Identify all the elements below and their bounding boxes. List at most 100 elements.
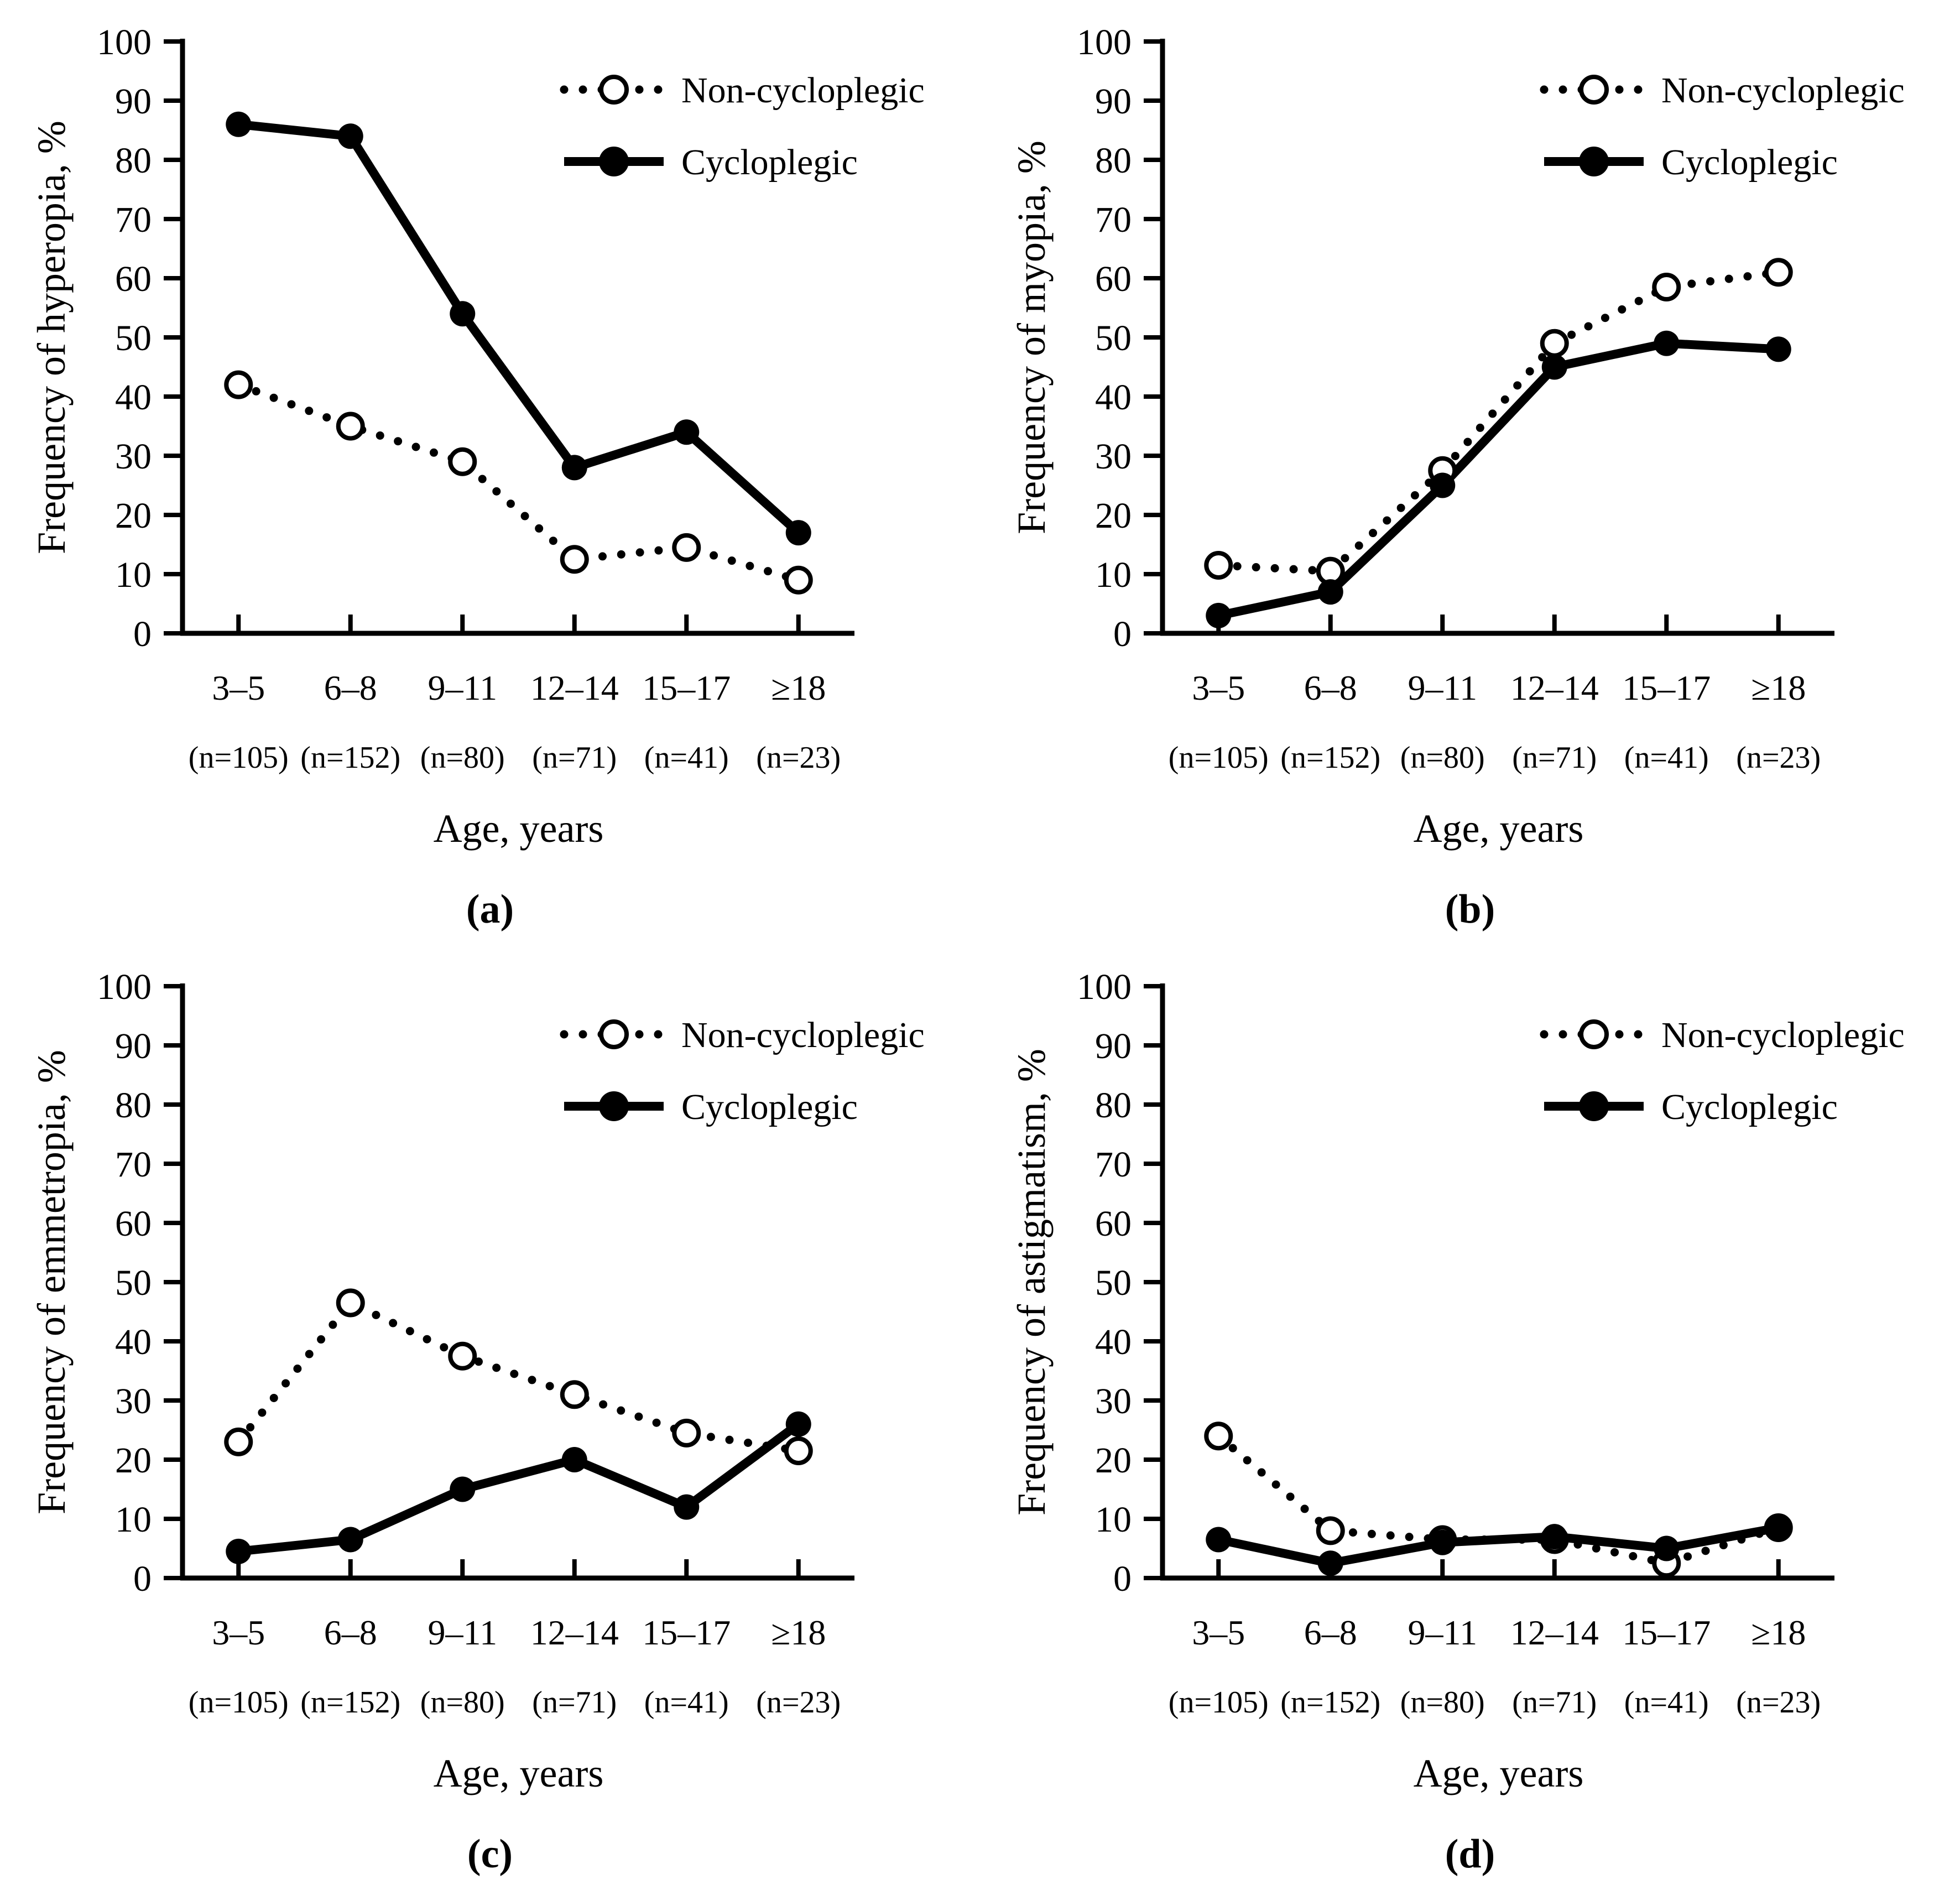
y-tick-label: 40 (115, 1322, 152, 1362)
y-tick-label: 60 (1095, 259, 1132, 299)
data-point-non-cycloplegic (448, 1341, 477, 1371)
legend-entry-non-cycloplegic: Non-cycloplegic (560, 70, 925, 111)
sample-size-label: (n=71) (532, 1685, 617, 1720)
data-point-cycloplegic (1765, 1515, 1791, 1541)
x-tick-label: 15–17 (642, 668, 731, 707)
sample-size-label: (n=71) (1512, 741, 1597, 775)
y-tick-label: 30 (115, 436, 152, 477)
x-tick-label: 12–14 (530, 668, 619, 707)
y-tick-label: 40 (1095, 1322, 1132, 1362)
y-tick-label: 50 (115, 1263, 152, 1303)
x-tick-label: 15–17 (1622, 1613, 1711, 1652)
x-tick-label: 6–8 (1304, 1613, 1357, 1652)
data-point-non-cycloplegic (224, 1427, 253, 1456)
data-point-cycloplegic (1430, 1529, 1456, 1555)
y-tick-label: 70 (115, 200, 152, 240)
y-tick-label: 30 (115, 1381, 152, 1422)
data-point-cycloplegic (674, 419, 700, 445)
sample-size-label: (n=105) (189, 1685, 289, 1720)
legend-filled-circle-marker (1579, 147, 1609, 176)
x-tick-label: 9–11 (428, 1613, 497, 1652)
data-point-non-cycloplegic (672, 1418, 701, 1448)
series-line-non-cycloplegic (1214, 268, 1783, 576)
data-point-cycloplegic (1317, 1550, 1343, 1576)
data-point-cycloplegic (1654, 330, 1680, 356)
data-point-non-cycloplegic (224, 370, 253, 399)
data-point-cycloplegic (1541, 1524, 1567, 1550)
x-axis-title: Age, years (434, 806, 604, 851)
sample-size-label: (n=23) (1736, 741, 1821, 775)
panel-letter: (d) (1445, 1831, 1495, 1877)
data-point-non-cycloplegic (336, 412, 365, 441)
x-tick-label: 6–8 (324, 668, 377, 707)
y-axis-title: Frequency of hyperopia, % (29, 121, 74, 554)
x-tick-label: 15–17 (1622, 668, 1711, 707)
legend-entry-cycloplegic: Cycloplegic (1544, 142, 1838, 183)
sample-size-label: (n=152) (1280, 741, 1380, 775)
x-tick-label: ≥18 (1751, 668, 1806, 707)
data-point-non-cycloplegic (784, 565, 813, 595)
sample-size-label: (n=80) (1400, 1685, 1485, 1720)
sample-size-label: (n=71) (532, 741, 617, 775)
data-point-non-cycloplegic (1764, 258, 1793, 287)
y-tick-label: 50 (115, 318, 152, 358)
y-tick-label: 90 (1095, 81, 1132, 122)
data-point-cycloplegic (1206, 1527, 1232, 1553)
sample-size-label: (n=41) (644, 741, 729, 775)
y-tick-label: 10 (115, 555, 152, 595)
legend-label: Cycloplegic (681, 1087, 858, 1127)
legend-entry-cycloplegic: Cycloplegic (564, 1087, 858, 1127)
y-tick-label: 20 (115, 496, 152, 536)
legend-entry-non-cycloplegic: Non-cycloplegic (1540, 70, 1905, 111)
legend-open-circle-marker (1579, 1019, 1609, 1049)
x-axis-title: Age, years (434, 1751, 604, 1795)
y-tick-label: 40 (1095, 377, 1132, 418)
y-tick-label: 80 (115, 140, 152, 181)
y-tick-label: 20 (1095, 496, 1132, 536)
y-tick-label: 0 (133, 1559, 152, 1599)
x-tick-label: 3–5 (1192, 668, 1245, 707)
x-tick-label: 6–8 (324, 1613, 377, 1652)
data-point-cycloplegic (226, 1538, 252, 1564)
legend-label: Cycloplegic (1661, 1087, 1838, 1127)
sample-size-label: (n=152) (1280, 1685, 1380, 1720)
data-point-non-cycloplegic (784, 1436, 813, 1465)
y-tick-label: 10 (1095, 555, 1132, 595)
panel-letter: (a) (466, 887, 514, 932)
y-tick-label: 100 (1077, 967, 1132, 1007)
y-tick-label: 70 (115, 1144, 152, 1185)
data-point-non-cycloplegic (1316, 1516, 1345, 1545)
legend-label: Non-cycloplegic (1661, 1015, 1905, 1055)
data-point-non-cycloplegic (448, 447, 477, 476)
data-point-cycloplegic (1317, 579, 1343, 605)
chart-hyperopia: 0 10 20 30 40 50 60 70 80 90 100 3–5 (n=105) 6–8 (n=15… (29, 22, 925, 932)
x-axis-title: Age, years (1414, 806, 1584, 851)
sample-size-label: (n=105) (189, 741, 289, 775)
x-tick-label: 9–11 (1408, 668, 1477, 707)
x-tick-label: 12–14 (1510, 668, 1599, 707)
data-point-non-cycloplegic (1540, 329, 1569, 358)
data-point-cycloplegic (1765, 336, 1791, 362)
y-tick-label: 70 (1095, 200, 1132, 240)
series-line-cycloplegic (1217, 339, 1779, 620)
y-tick-label: 10 (1095, 1499, 1132, 1540)
data-point-non-cycloplegic (1204, 1422, 1233, 1451)
y-tick-label: 100 (1077, 22, 1132, 63)
panel-letter: (b) (1445, 887, 1495, 932)
data-point-cycloplegic (561, 1447, 587, 1472)
x-tick-label: 9–11 (1408, 1613, 1477, 1652)
data-point-non-cycloplegic (560, 1380, 589, 1409)
y-tick-label: 80 (1095, 1085, 1132, 1126)
legend-label: Cycloplegic (1661, 142, 1838, 183)
x-tick-label: ≥18 (1751, 1613, 1806, 1652)
x-tick-label: ≥18 (771, 1613, 826, 1652)
x-tick-label: 9–11 (428, 668, 497, 707)
y-tick-label: 0 (1113, 614, 1132, 654)
panel-letter: (c) (467, 1831, 513, 1877)
series-line-non-cycloplegic (234, 381, 803, 585)
panel-a: 0 10 20 30 40 50 60 70 80 90 100 3–5 (n=105) 6–8 (n=15… (0, 0, 980, 945)
data-point-cycloplegic (561, 455, 587, 481)
x-tick-label: 15–17 (642, 1613, 731, 1652)
legend-label: Non-cycloplegic (681, 1015, 925, 1055)
